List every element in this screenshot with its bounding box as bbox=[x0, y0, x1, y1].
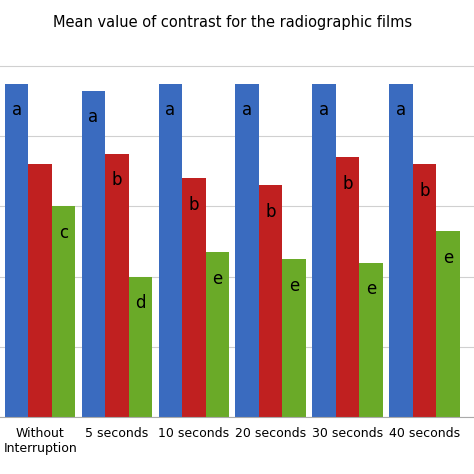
Bar bbox=[182, 178, 206, 417]
Text: b: b bbox=[265, 203, 276, 221]
Text: d: d bbox=[135, 294, 146, 312]
Text: a: a bbox=[242, 101, 252, 119]
Bar bbox=[312, 83, 336, 417]
Text: c: c bbox=[59, 224, 68, 242]
Bar bbox=[436, 231, 459, 417]
Title: Mean value of contrast for the radiographic films: Mean value of contrast for the radiograp… bbox=[53, 15, 412, 30]
Text: e: e bbox=[366, 280, 376, 298]
Text: b: b bbox=[112, 171, 122, 189]
Bar bbox=[336, 157, 359, 417]
Bar bbox=[129, 277, 152, 417]
Bar bbox=[52, 207, 75, 417]
Text: e: e bbox=[443, 248, 453, 266]
Text: b: b bbox=[342, 175, 353, 193]
Text: a: a bbox=[319, 101, 329, 119]
Bar bbox=[206, 252, 229, 417]
Bar bbox=[389, 83, 412, 417]
Bar bbox=[105, 154, 129, 417]
Text: a: a bbox=[165, 101, 175, 119]
Bar bbox=[359, 263, 383, 417]
Text: a: a bbox=[12, 101, 22, 119]
Text: b: b bbox=[419, 182, 429, 200]
Text: e: e bbox=[289, 277, 299, 295]
Text: e: e bbox=[212, 270, 222, 288]
Bar bbox=[82, 91, 105, 417]
Bar bbox=[412, 164, 436, 417]
Bar bbox=[283, 259, 306, 417]
Bar bbox=[28, 164, 52, 417]
Bar bbox=[236, 83, 259, 417]
Text: a: a bbox=[396, 101, 406, 119]
Text: a: a bbox=[89, 108, 99, 126]
Bar bbox=[159, 83, 182, 417]
Bar bbox=[5, 83, 28, 417]
Bar bbox=[259, 185, 283, 417]
Text: b: b bbox=[189, 196, 199, 214]
